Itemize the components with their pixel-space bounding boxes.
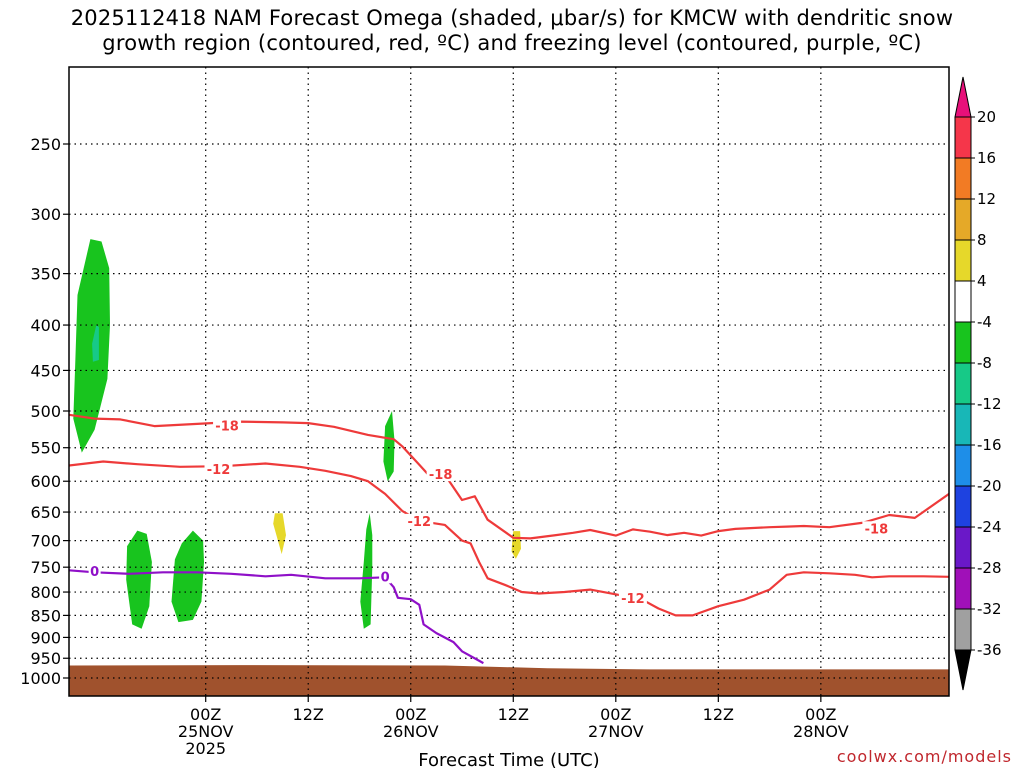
x-tick-sublabel: 25NOV bbox=[178, 722, 234, 741]
omega-region-green-750 bbox=[360, 513, 373, 629]
terrain-fill bbox=[69, 665, 949, 696]
y-axis: 250 300 350 400 450 500 550 600 650 700 750 800 850 9… bbox=[20, 135, 69, 688]
contour-label-bg bbox=[213, 418, 242, 433]
colorbar-swatch-8 bbox=[954, 444, 972, 487]
colorbar-label-10: -24 bbox=[977, 518, 1002, 536]
contour-label-2-1: 0 bbox=[381, 570, 390, 585]
y-tick-label-900: 900 bbox=[30, 628, 61, 647]
omega-region-green-400 bbox=[73, 239, 110, 453]
y-tick-label-600: 600 bbox=[30, 472, 61, 491]
y-tick-label-500: 500 bbox=[30, 402, 61, 421]
x-tick-label-72: 00Z bbox=[805, 705, 836, 724]
contour-label-bg bbox=[862, 521, 891, 536]
contour-label-1-2: -12 bbox=[621, 592, 645, 607]
colorbar-label-9: -20 bbox=[977, 477, 1002, 495]
contour-label-0-1: -18 bbox=[429, 468, 453, 483]
colorbar-label-6: -8 bbox=[977, 354, 992, 372]
colorbar-label-1: 16 bbox=[977, 149, 996, 167]
y-tick-label-850: 850 bbox=[30, 606, 61, 625]
omega-region-yellow-700a bbox=[273, 513, 286, 555]
x-tick-label-60: 12Z bbox=[703, 705, 734, 724]
contour-0-line bbox=[69, 413, 949, 540]
colorbar-label-11: -28 bbox=[977, 559, 1002, 577]
colorbar-label-7: -12 bbox=[977, 395, 1002, 413]
y-tick-label-800: 800 bbox=[30, 583, 61, 602]
watermark: coolwx.com/models bbox=[836, 747, 1012, 766]
colorbar-label-2: 12 bbox=[977, 190, 996, 208]
y-tick-label-250: 250 bbox=[30, 135, 61, 154]
x-tick-sublabel: 27NOV bbox=[588, 722, 644, 741]
colorbar-swatch-4 bbox=[954, 280, 972, 323]
x-tick-label-48: 00Z bbox=[600, 705, 631, 724]
contour-label-bg bbox=[204, 461, 233, 476]
y-tick-label-450: 450 bbox=[30, 361, 61, 380]
omega-region-green-770b bbox=[171, 530, 204, 623]
contour-label-bg bbox=[88, 563, 101, 578]
contour-2-line bbox=[69, 569, 484, 665]
contour-label-1-1: -12 bbox=[408, 515, 432, 530]
omega-region-green-560 bbox=[383, 411, 395, 482]
y-tick-label-350: 350 bbox=[30, 265, 61, 284]
contour-label-layer: -18 -18 -18 -12 -12 -12 0 0 bbox=[88, 418, 891, 607]
y-tick-label-700: 700 bbox=[30, 532, 61, 551]
colorbar-swatch-7 bbox=[954, 403, 972, 446]
colorbar-swatch-0 bbox=[954, 116, 972, 159]
colorbar-label-13: -36 bbox=[977, 641, 1002, 659]
x-tick-label-36: 12Z bbox=[498, 705, 529, 724]
colorbar-swatch-3 bbox=[954, 239, 972, 282]
contour-label-0-0: -18 bbox=[215, 419, 239, 434]
colorbar-swatch-6 bbox=[954, 362, 972, 405]
plot-frame bbox=[68, 66, 950, 697]
colorbar: 20 16 12 8 4 -4 -8 -12 -16 -20 -24 -28 -32 -36 bbox=[954, 76, 1002, 691]
colorbar-swatch-11 bbox=[954, 567, 972, 610]
x-tick-sublabel: 26NOV bbox=[383, 722, 439, 741]
y-tick-label-300: 300 bbox=[30, 205, 61, 224]
contour-label-bg bbox=[618, 590, 647, 605]
y-tick-label-550: 550 bbox=[30, 439, 61, 458]
omega-shading-layer bbox=[73, 239, 521, 629]
colorbar-swatch-1 bbox=[954, 157, 972, 200]
colorbar-label-12: -32 bbox=[977, 600, 1002, 618]
contour-label-bg bbox=[405, 513, 434, 528]
omega-region-teal-400 bbox=[92, 325, 99, 362]
contour-label-0-2: -18 bbox=[865, 522, 889, 537]
contour-label-bg bbox=[426, 467, 455, 482]
omega-region-green-770a bbox=[126, 530, 152, 629]
chart-title: 2025112418 NAM Forecast Omega (shaded, μ… bbox=[70, 6, 954, 55]
colorbar-label-0: 20 bbox=[977, 108, 996, 126]
y-tick-label-950: 950 bbox=[30, 649, 61, 668]
x-tick-sublabel: 2025 bbox=[185, 739, 226, 758]
y-tick-label-400: 400 bbox=[30, 316, 61, 335]
colorbar-swatch-9 bbox=[954, 485, 972, 528]
colorbar-swatch-10 bbox=[954, 526, 972, 569]
x-tick-label-24: 00Z bbox=[395, 705, 426, 724]
colorbar-label-8: -16 bbox=[977, 436, 1002, 454]
colorbar-label-4: 4 bbox=[977, 272, 987, 290]
contour-label-2-0: 0 bbox=[90, 565, 99, 580]
colorbar-arrow-bottom bbox=[954, 649, 972, 691]
x-tick-label-0: 00Z bbox=[190, 705, 221, 724]
terrain-layer bbox=[69, 665, 949, 696]
colorbar-arrow-top bbox=[954, 76, 972, 118]
colorbar-swatch-12 bbox=[954, 608, 972, 651]
contour-label-1-0: -12 bbox=[207, 463, 231, 478]
colorbar-swatch-5 bbox=[954, 321, 972, 364]
grid-layer bbox=[69, 67, 949, 696]
contour-layer bbox=[69, 413, 949, 665]
x-tick-label-12: 12Z bbox=[293, 705, 324, 724]
y-tick-label-1000: 1000 bbox=[20, 669, 61, 688]
y-tick-label-650: 650 bbox=[30, 503, 61, 522]
contour-1-line bbox=[69, 460, 949, 617]
x-axis-label: Forecast Time (UTC) bbox=[418, 750, 599, 768]
x-tick-sublabel: 28NOV bbox=[793, 722, 849, 741]
contour-label-bg bbox=[379, 569, 392, 584]
colorbar-swatch-2 bbox=[954, 198, 972, 241]
colorbar-label-3: 8 bbox=[977, 231, 987, 249]
y-tick-label-750: 750 bbox=[30, 558, 61, 577]
colorbar-label-5: -4 bbox=[977, 313, 992, 331]
